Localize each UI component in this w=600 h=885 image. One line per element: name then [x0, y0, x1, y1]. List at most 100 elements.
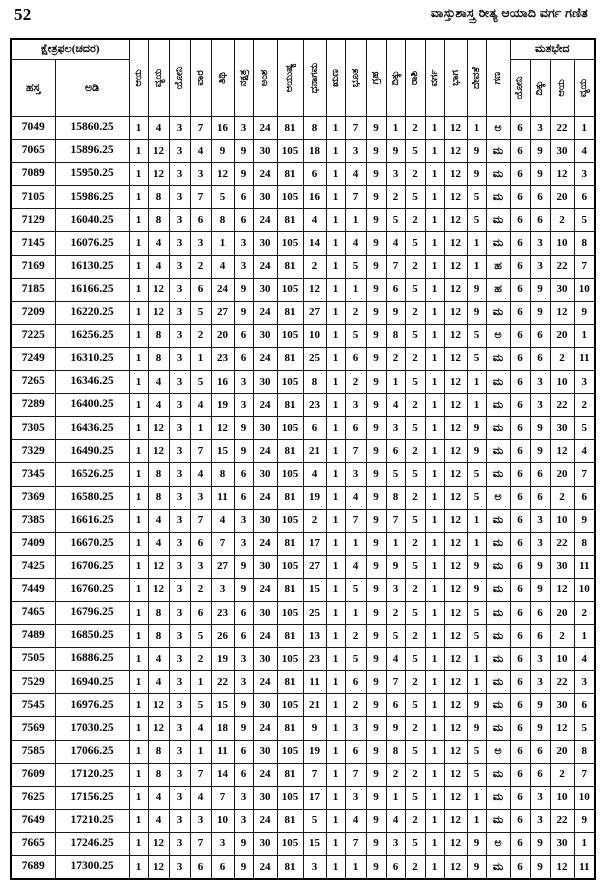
cell-matabheda-dikku: 6 [529, 208, 551, 233]
cell-runa: 1 [325, 462, 346, 487]
header-runa-label: ಋಣ [329, 69, 341, 87]
cell-devate-num: 9 [466, 554, 487, 579]
cell-aaya: 1 [128, 416, 149, 441]
cell-matabheda-vyaya: 2 [573, 600, 596, 626]
cell-dhanagama: 3 [302, 855, 327, 880]
cell-dikku: 4 [385, 647, 406, 672]
header-vaara: ವಾರ [189, 38, 212, 117]
cell-rashi: 2 [404, 670, 426, 695]
cell-matabheda-aaya: 20 [549, 185, 575, 210]
cell-devate: ಮ [485, 208, 511, 233]
cell-matabheda-dikku: 9 [529, 162, 551, 187]
cell-matabheda-aaya: 12 [549, 716, 575, 741]
cell-runa: 1 [325, 323, 346, 348]
cell-devate: ಹ [485, 277, 511, 302]
cell-rashi: 2 [404, 393, 426, 418]
cell-gana: 6 [509, 139, 531, 164]
cell-yoni: 3 [168, 115, 191, 141]
cell-gana: 6 [509, 670, 531, 695]
cell-nakshatra: 9 [233, 577, 254, 602]
cell-aaya: 1 [128, 277, 149, 302]
cell-adi: 16670.25 [54, 531, 130, 556]
cell-bhuta: 2 [344, 370, 367, 395]
header-amsha: ಅಂಶ [252, 38, 278, 117]
cell-matabheda-vyaya: 11 [573, 855, 596, 880]
cell-amsha: 24 [252, 115, 278, 141]
cell-bhuta: 3 [344, 139, 367, 164]
cell-tithi: 20 [210, 323, 235, 348]
cell-adi: 16436.25 [54, 416, 130, 441]
cell-bhuta: 1 [344, 208, 367, 233]
cell-gana: 6 [509, 762, 531, 787]
cell-runa: 1 [325, 485, 346, 510]
cell-amsha: 24 [252, 254, 278, 279]
cell-varga: 1 [424, 716, 445, 741]
header-dhanagama: ಧನಾಗಮ [302, 38, 327, 117]
cell-amsha: 30 [252, 554, 278, 579]
cell-nakshatra: 9 [233, 300, 254, 325]
cell-nakshatra: 3 [233, 670, 254, 695]
cell-graha: 9 [365, 346, 387, 372]
cell-devate: ಮ [485, 416, 511, 441]
table-row: 7529 16940.25 1 4 3 1 22 3 24 81 11 1 6 9 7 2 1 12 1 ಮ 6 3 22 3 [10, 670, 596, 695]
cell-nakshatra: 9 [233, 162, 254, 187]
cell-dhanagama: 4 [302, 462, 327, 487]
cell-aayushya: 81 [276, 485, 304, 510]
cell-aayushya: 105 [276, 508, 304, 533]
cell-matabheda-aaya: 30 [549, 554, 575, 579]
cell-amsha: 30 [252, 231, 278, 256]
cell-hasta: 7505 [10, 647, 56, 672]
cell-aayushya: 81 [276, 716, 304, 741]
table-row: 7049 15860.25 1 4 3 7 16 3 24 81 8 1 7 9 1 2 1 12 1 ಅ 6 3 22 1 [10, 115, 596, 141]
cell-amsha: 24 [252, 855, 278, 880]
cell-tithi: 9 [210, 139, 235, 164]
cell-bhuta: 1 [344, 277, 367, 302]
cell-bhuta: 2 [344, 624, 367, 649]
cell-aaya: 1 [128, 439, 149, 464]
cell-devate-num: 9 [466, 277, 487, 302]
cell-gana: 6 [509, 254, 531, 279]
cell-hasta: 7689 [10, 855, 56, 880]
cell-yoni: 3 [168, 647, 191, 672]
cell-rashi: 5 [404, 370, 426, 395]
cell-bhaga: 12 [443, 855, 468, 880]
cell-bhaga: 12 [443, 185, 468, 210]
cell-devate: ಮ [485, 462, 511, 487]
header-matabheda-aaya: ಆಯ [549, 59, 575, 117]
cell-nakshatra: 9 [233, 554, 254, 579]
cell-aayushya: 105 [276, 277, 304, 302]
cell-adi: 16760.25 [54, 577, 130, 602]
cell-vyaya: 12 [147, 139, 170, 164]
cell-dhanagama: 2 [302, 254, 327, 279]
cell-devate-num: 5 [466, 485, 487, 510]
cell-runa: 1 [325, 831, 346, 857]
cell-devate: ಮ [485, 716, 511, 741]
cell-dikku: 5 [385, 624, 406, 649]
cell-amsha: 30 [252, 370, 278, 395]
cell-adi: 16310.25 [54, 346, 130, 372]
cell-hasta: 7169 [10, 254, 56, 279]
cell-varga: 1 [424, 393, 445, 418]
cell-devate-num: 1 [466, 531, 487, 556]
cell-varga: 1 [424, 831, 445, 857]
cell-matabheda-dikku: 3 [529, 647, 551, 672]
cell-dikku: 1 [385, 531, 406, 556]
cell-matabheda-vyaya: 8 [573, 531, 596, 556]
cell-rashi: 5 [404, 831, 426, 857]
cell-vyaya: 8 [147, 462, 170, 487]
cell-tithi: 14 [210, 762, 235, 787]
cell-bhuta: 6 [344, 739, 367, 764]
cell-bhuta: 4 [344, 162, 367, 187]
cell-matabheda-dikku: 3 [529, 254, 551, 279]
cell-graha: 9 [365, 831, 387, 857]
cell-rashi: 5 [404, 416, 426, 441]
cell-gana: 6 [509, 162, 531, 187]
cell-gana: 6 [509, 647, 531, 672]
cell-varga: 1 [424, 300, 445, 325]
cell-gana: 6 [509, 508, 531, 533]
cell-matabheda-dikku: 6 [529, 346, 551, 372]
cell-hasta: 7049 [10, 115, 56, 141]
header-devate-label: ದೇವತೆ [470, 67, 482, 89]
cell-aayushya: 81 [276, 393, 304, 418]
cell-matabheda-aaya: 12 [549, 577, 575, 602]
